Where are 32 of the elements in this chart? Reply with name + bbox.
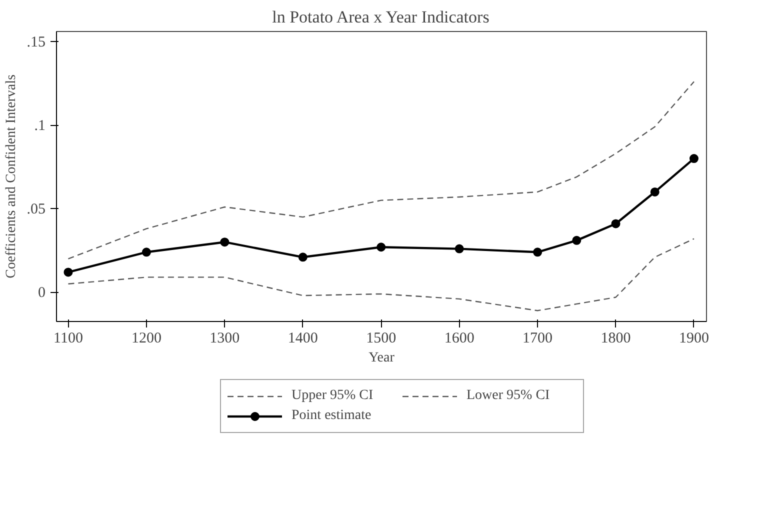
x-tick-label: 1100 — [54, 330, 83, 346]
x-tick-label: 1200 — [131, 330, 162, 346]
y-tick-label: .15 — [26, 34, 46, 51]
chart-title: ln Potato Area x Year Indicators — [272, 8, 490, 26]
legend-label: Upper 95% CI — [292, 388, 374, 404]
point — [533, 248, 542, 257]
x-tick-label: 1800 — [600, 330, 631, 346]
x-tick-label: 1300 — [210, 330, 240, 346]
line-series — [68, 81, 695, 260]
x-tick-label: 1700 — [522, 330, 553, 346]
x-tick-label: 1400 — [288, 330, 318, 346]
point — [376, 242, 386, 252]
y-tick-label: 0 — [38, 285, 46, 302]
x-tick-label: 1500 — [366, 330, 396, 346]
y-axis-title: Coefficients and Confident Intervals — [4, 74, 19, 278]
point — [650, 187, 660, 196]
point — [64, 268, 73, 277]
point — [689, 154, 698, 164]
line-series — [68, 238, 695, 312]
point — [298, 252, 308, 262]
point — [572, 236, 582, 245]
x-axis-title: Year — [368, 350, 395, 366]
point — [220, 238, 230, 247]
point — [611, 219, 620, 228]
x-tick-label: 1600 — [444, 330, 474, 346]
point — [142, 248, 151, 257]
legend-label: Lower 95% CI — [466, 388, 551, 404]
y-tick-label: .1 — [34, 118, 46, 134]
x-tick-label: 1900 — [678, 330, 709, 346]
y-tick-label: .05 — [26, 202, 46, 218]
legend-label: Point estimate — [292, 408, 372, 424]
point — [454, 244, 464, 254]
